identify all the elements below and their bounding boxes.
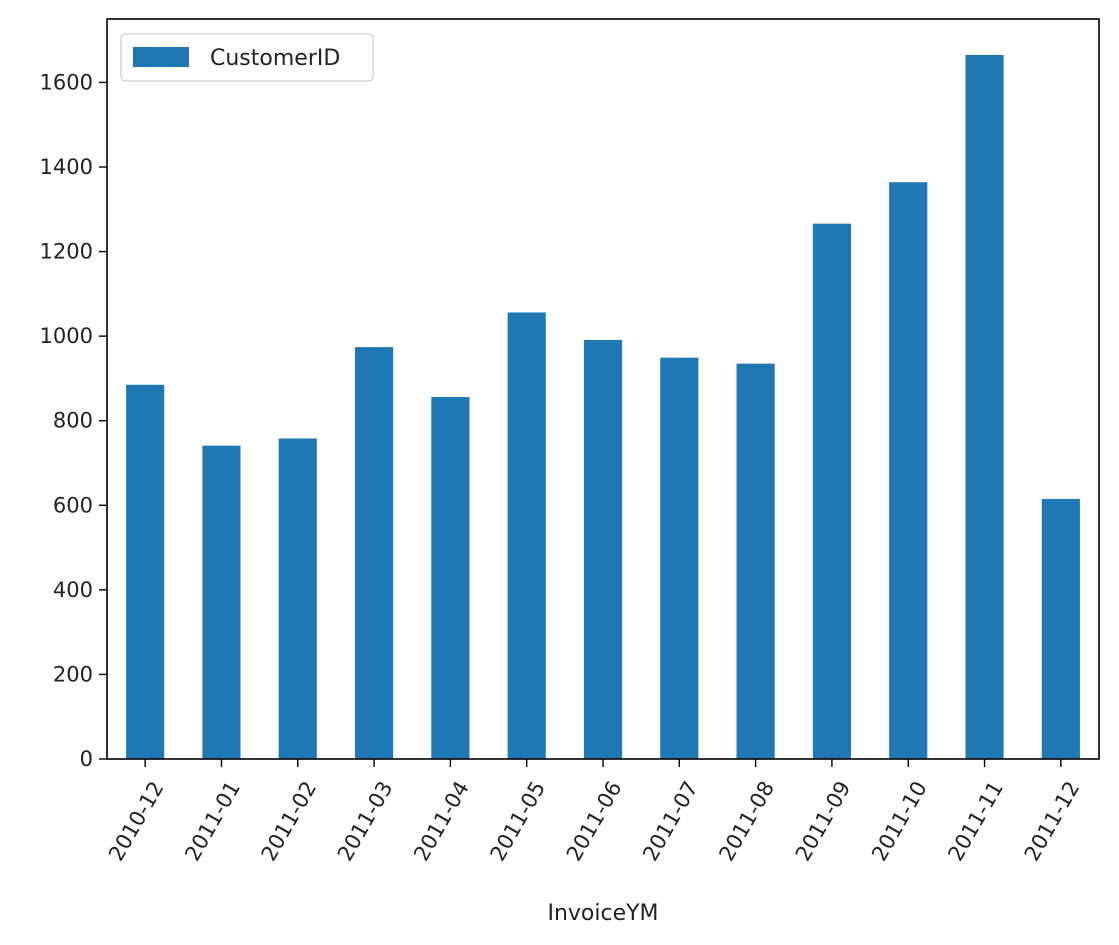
x-tick-label-2011-07: 2011-07 [638,777,703,865]
bar-2011-06 [583,339,623,759]
bar-2011-04 [431,397,470,759]
bar-2011-07 [660,357,699,759]
bars-group [126,54,1080,760]
x-tick-label-2011-06: 2011-06 [562,777,627,865]
y-tick-label-1200: 1200 [40,240,93,264]
x-tick-label-2011-03: 2011-03 [333,777,398,865]
bar-2011-05 [507,312,546,759]
bar-2011-11 [965,54,1004,759]
y-tick-label-1000: 1000 [40,324,93,348]
bar-2011-01 [202,445,241,759]
bar-2011-02 [278,438,317,759]
y-tick-label-200: 200 [53,662,93,686]
x-tick-label-2011-01: 2011-01 [180,777,245,865]
x-tick-label-2011-02: 2011-02 [257,777,322,865]
x-tick-label-2011-08: 2011-08 [714,777,779,865]
y-tick-label-600: 600 [53,493,93,517]
y-tick-label-0: 0 [80,747,93,771]
bar-2011-12 [1041,498,1080,759]
y-tick-label-1600: 1600 [40,70,93,94]
x-tick-label-2011-04: 2011-04 [409,777,474,865]
x-tick-label-2011-12: 2011-12 [1020,777,1085,865]
bar-2011-09 [812,223,851,759]
bar-2011-03 [355,347,394,759]
bar-2010-12 [126,384,165,759]
x-tick-label-2011-05: 2011-05 [486,777,551,865]
y-tick-label-800: 800 [53,409,93,433]
bar-2011-08 [736,363,775,759]
legend-swatch [133,47,189,67]
y-tick-label-400: 400 [53,578,93,602]
x-axis-title: InvoiceYM [547,901,658,926]
bar-2011-10 [889,182,928,760]
legend-label: CustomerID [210,46,340,71]
x-tick-label-2010-12: 2010-12 [104,777,169,865]
x-tick-label-2011-09: 2011-09 [791,777,856,865]
y-tick-label-1400: 1400 [40,155,93,179]
x-axis: 2010-12 2011-01 2011-02 2011-03 2011-04 2011-… [104,759,1084,865]
x-tick-label-2011-11: 2011-11 [943,777,1008,865]
legend-box [120,33,374,82]
y-axis: 0 200 400 600 800 1000 1200 1400 1600 [40,70,107,771]
plot-frame [106,18,1100,760]
x-tick-label-2011-10: 2011-10 [867,777,932,865]
legend: CustomerID [120,33,374,82]
